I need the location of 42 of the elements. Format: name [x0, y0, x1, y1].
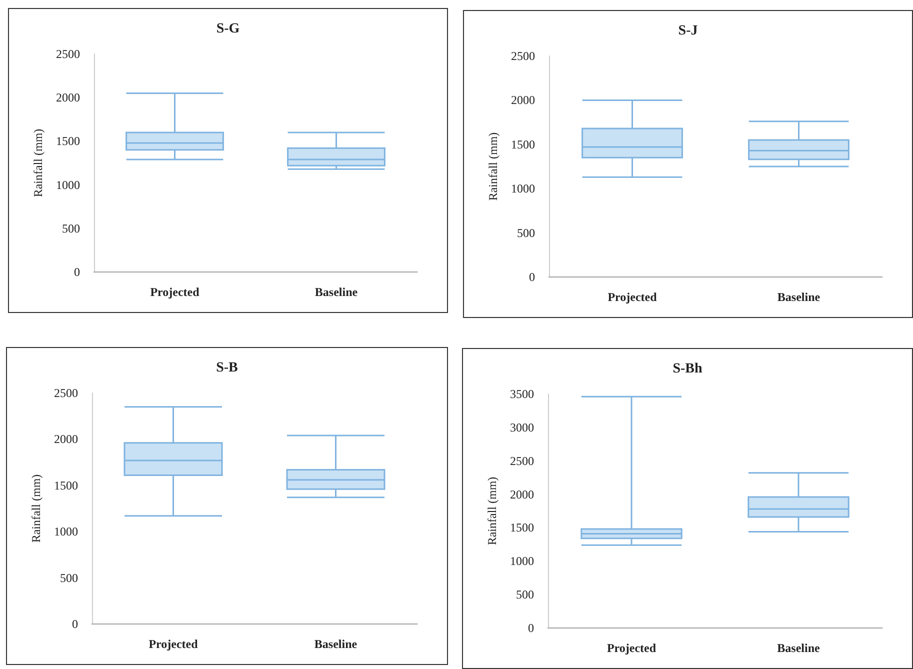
y-tick-label: 500: [62, 221, 80, 236]
y-tick-label: 1500: [510, 520, 534, 535]
y-tick-label: 3000: [510, 420, 534, 434]
x-tick-label: Baseline: [777, 641, 821, 655]
y-tick-label: 1000: [511, 182, 535, 196]
y-tick-label: 2000: [511, 93, 535, 108]
x-tick-label: Projected: [148, 637, 198, 651]
y-tick-label: 2500: [54, 386, 78, 400]
y-tick-label: 500: [516, 588, 534, 602]
x-tick-label: Projected: [606, 641, 656, 655]
y-tick-label: 1000: [54, 524, 78, 539]
y-tick-label: 0: [529, 270, 535, 284]
y-tick-label: 1500: [56, 134, 80, 148]
y-axis-title: Rainfall (mm): [486, 132, 500, 201]
y-tick-label: 2000: [56, 90, 80, 105]
chart-title: S-B: [216, 360, 238, 376]
y-tick-label: 0: [74, 265, 80, 279]
x-tick-label: Projected: [608, 290, 658, 304]
y-tick-label: 1500: [54, 478, 78, 492]
y-tick-label: 2500: [511, 49, 535, 63]
chart-title: S-Bh: [672, 362, 702, 376]
x-tick-label: Projected: [150, 285, 200, 299]
y-tick-label: 500: [60, 570, 78, 585]
chart-title: S-J: [678, 24, 698, 38]
x-tick-label: Baseline: [777, 290, 821, 304]
y-tick-label: 2500: [510, 454, 534, 468]
chart-title: S-G: [216, 22, 240, 36]
y-tick-label: 0: [72, 617, 78, 631]
y-tick-label: 2000: [54, 432, 78, 446]
y-axis-title: Rainfall (mm): [485, 476, 499, 546]
y-tick-label: 0: [528, 621, 534, 635]
y-tick-label: 2000: [510, 487, 534, 502]
y-axis-title: Rainfall (mm): [31, 128, 45, 198]
x-tick-label: Baseline: [314, 637, 358, 651]
y-axis-title: Rainfall (mm): [29, 474, 43, 543]
y-tick-label: 1000: [56, 178, 80, 192]
x-tick-label: Baseline: [314, 285, 358, 299]
y-tick-label: 1500: [511, 137, 535, 152]
y-tick-label: 1000: [510, 554, 534, 568]
y-tick-label: 500: [517, 226, 535, 240]
y-tick-label: 2500: [56, 47, 80, 61]
y-tick-label: 3500: [510, 387, 534, 401]
